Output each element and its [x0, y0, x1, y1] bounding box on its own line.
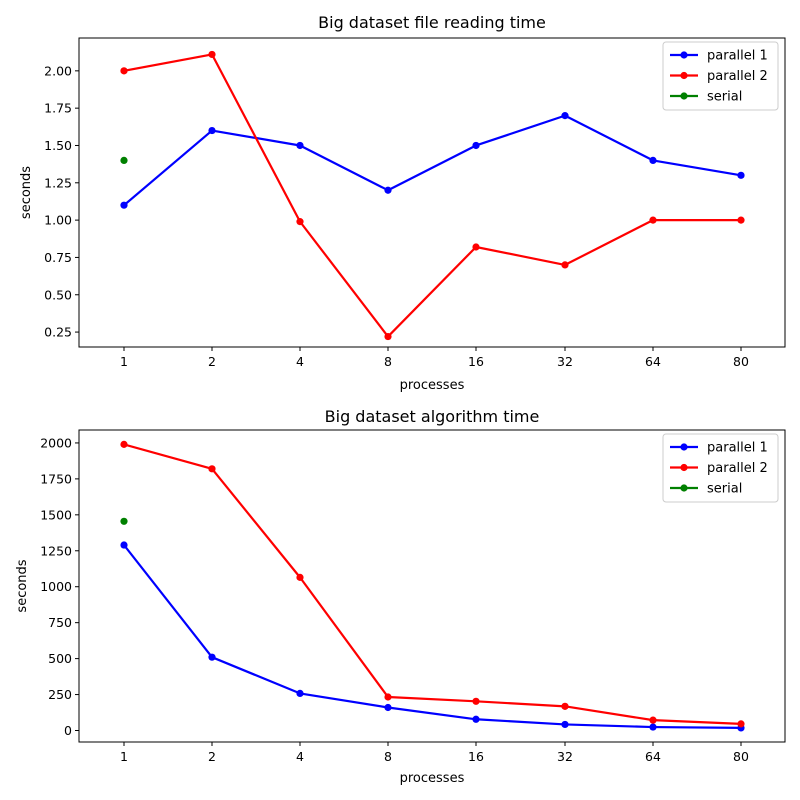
x-tick-label: 32: [557, 354, 573, 369]
series-line-parallel-1: [123, 114, 742, 207]
x-tick-label: 1: [120, 354, 128, 369]
data-point-parallel-1: [120, 201, 128, 209]
data-point-parallel-2: [472, 697, 480, 705]
plot-area-frame: [78, 37, 786, 348]
data-point-parallel-2: [561, 261, 569, 269]
x-tick-label: 2: [208, 749, 216, 764]
data-point-serial: [120, 156, 128, 165]
y-tick-label: 1000: [40, 579, 72, 594]
data-point-serial: [120, 517, 128, 525]
y-tick-label: 1500: [40, 507, 72, 522]
x-axis-label: processes: [400, 378, 465, 393]
chart-panel-1: Big dataset file reading time 1 2 4 8 16 32 64 8…: [19, 13, 786, 393]
y-tick-label: 1750: [40, 471, 72, 486]
y-tick-label: 1.75: [44, 101, 72, 116]
data-point-parallel-2: [472, 243, 480, 251]
data-point-parallel-2: [737, 216, 745, 224]
data-point-parallel-1: [208, 653, 216, 661]
data-point-parallel-1: [472, 715, 480, 723]
x-tick-label: 1: [120, 749, 128, 764]
y-tick-label: 0.25: [44, 325, 72, 340]
legend-marker-parallel-2: [680, 463, 688, 472]
data-point-parallel-2: [737, 720, 745, 728]
legend: parallel 1 parallel 2 serial: [662, 433, 779, 503]
x-tick-label: 8: [384, 749, 392, 764]
legend: parallel 1 parallel 2 serial: [662, 41, 779, 111]
series-line-parallel-2: [123, 53, 741, 338]
data-point-parallel-1: [737, 171, 745, 179]
legend-marker-parallel-2: [680, 71, 688, 80]
x-tick-label: 16: [468, 749, 484, 764]
legend-label: serial: [707, 90, 742, 105]
data-point-parallel-1: [561, 112, 569, 120]
data-point-parallel-2: [561, 702, 569, 710]
y-tick-label: 500: [48, 651, 72, 666]
y-tick-label: 0: [64, 723, 72, 738]
data-point-parallel-1: [472, 141, 480, 150]
y-tick-label: 750: [48, 615, 72, 630]
legend-marker-parallel-1: [680, 51, 688, 59]
legend-marker-parallel-1: [680, 443, 688, 451]
data-point-parallel-2: [384, 332, 392, 341]
data-point-parallel-1: [120, 541, 128, 549]
y-tick-label: 1.25: [44, 175, 72, 190]
x-tick-label: 4: [296, 354, 304, 369]
data-point-parallel-2: [120, 67, 128, 75]
data-point-parallel-2: [208, 465, 216, 473]
legend-marker-serial: [680, 484, 688, 492]
chart-panel-2: Big dataset algorithm time 1 2 4 8 16 32 64 80 0 2…: [15, 407, 786, 786]
x-tick-label: 16: [468, 354, 484, 369]
x-tick-label: 4: [296, 749, 304, 764]
data-point-parallel-2: [384, 693, 392, 701]
y-tick-label: 2000: [40, 435, 72, 450]
x-tick-label: 64: [645, 354, 661, 369]
y-tick-label: 1250: [40, 543, 72, 558]
y-tick-label: 2.00: [44, 63, 72, 78]
y-tick-label: 1.00: [44, 213, 72, 228]
data-point-parallel-2: [649, 716, 657, 724]
legend-frame: [662, 41, 779, 111]
data-point-parallel-2: [208, 50, 216, 59]
x-tick-label: 2: [208, 354, 216, 369]
data-point-parallel-2: [649, 216, 657, 224]
data-point-parallel-1: [384, 186, 392, 194]
data-point-parallel-1: [296, 141, 304, 150]
y-tick-label: 250: [48, 687, 72, 702]
legend-label: parallel 2: [707, 461, 768, 476]
data-point-parallel-1: [296, 689, 304, 698]
legend-label: parallel 2: [707, 69, 768, 84]
data-point-parallel-1: [384, 703, 392, 712]
data-point-parallel-2: [296, 573, 304, 581]
x-tick-label: 80: [733, 354, 749, 369]
x-tick-label: 80: [733, 749, 749, 764]
y-axis-label: seconds: [19, 166, 34, 219]
y-tick-label: 0.50: [44, 287, 72, 302]
y-tick-label: 1.50: [44, 138, 72, 153]
y-axis-label: seconds: [15, 559, 30, 612]
chart-title: Big dataset algorithm time: [325, 407, 540, 426]
x-tick-label: 32: [557, 749, 573, 764]
legend-label: serial: [707, 482, 742, 497]
data-point-parallel-1: [561, 720, 569, 729]
legend-label: parallel 1: [707, 441, 768, 456]
x-tick-label: 64: [645, 749, 661, 764]
data-point-parallel-1: [649, 723, 657, 731]
x-axis-label: processes: [400, 771, 465, 786]
series-line-parallel-1: [123, 544, 742, 730]
legend-frame: [662, 433, 779, 503]
series-line-parallel-2: [123, 443, 742, 725]
data-point-parallel-2: [296, 218, 304, 226]
data-point-parallel-1: [649, 156, 657, 165]
chart-title: Big dataset file reading time: [318, 13, 546, 32]
plot-area-frame: [78, 429, 786, 743]
x-tick-label: 8: [384, 354, 392, 369]
y-tick-label: 0.75: [44, 250, 72, 265]
data-point-parallel-1: [208, 126, 216, 135]
data-point-parallel-2: [120, 440, 128, 448]
legend-marker-serial: [680, 92, 688, 100]
legend-label: parallel 1: [707, 49, 768, 64]
